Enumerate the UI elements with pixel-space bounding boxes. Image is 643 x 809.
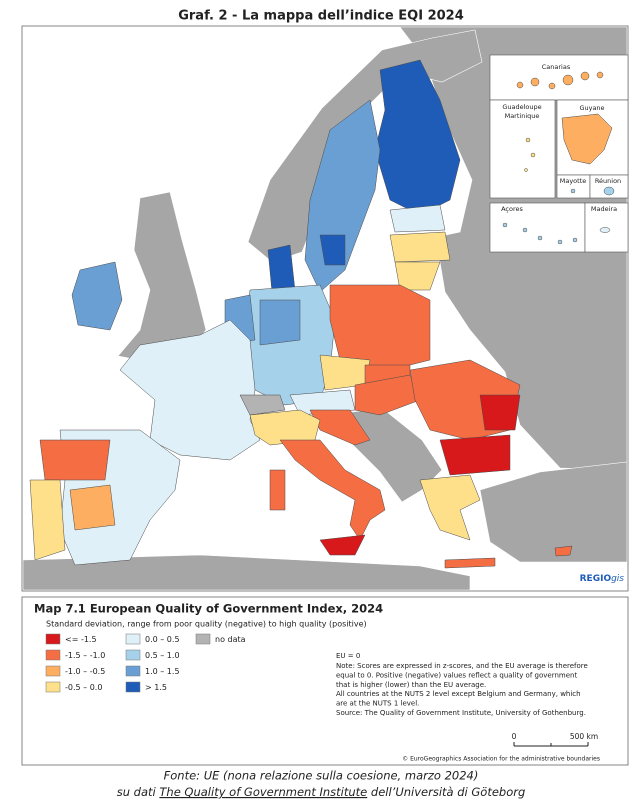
region <box>530 152 536 158</box>
region <box>354 374 421 416</box>
notes: EU = 0 Note: Scores are expressed in z-sc… <box>336 652 588 717</box>
region <box>525 137 531 143</box>
note-line: All countries at the NUTS 2 level except… <box>336 690 581 698</box>
note-line: Note: Scores are expressed in z-scores, … <box>336 662 588 670</box>
logo-italic: gis <box>611 574 624 584</box>
inset-label: Mayotte <box>560 177 587 185</box>
legend-swatch <box>45 681 61 693</box>
source-line: Fonte: UE (nona relazione sulla coesione… <box>164 769 479 783</box>
legend-swatch <box>125 665 141 677</box>
region <box>557 239 563 245</box>
inset-label: Madeira <box>591 205 617 213</box>
legend-swatch <box>45 665 61 677</box>
region <box>279 439 386 541</box>
region <box>502 222 508 228</box>
legend-title: Map 7.1 European Quality of Government I… <box>34 602 383 616</box>
legend-label: 0.5 – 1.0 <box>145 651 180 660</box>
region <box>439 434 511 476</box>
figure-title: Graf. 2 - La mappa dell’indice EQI 2024 <box>178 9 464 24</box>
region <box>580 71 590 81</box>
source-link[interactable]: The Quality of Government Institute <box>159 785 367 799</box>
source-text: dell’Università di Göteborg <box>367 785 525 799</box>
inset-frame <box>489 54 629 101</box>
region <box>516 81 524 89</box>
scale-start: 0 <box>512 732 517 741</box>
legend-swatch <box>45 633 61 645</box>
region <box>389 204 446 233</box>
region <box>572 237 578 243</box>
region <box>530 77 540 87</box>
region <box>570 188 576 194</box>
inset-label: Guadeloupe <box>502 103 541 111</box>
legend-label: > 1.5 <box>145 683 167 692</box>
legend-label: -0.5 – 0.0 <box>65 683 102 692</box>
region <box>394 261 441 291</box>
note-line: Source: The Quality of Government Instit… <box>336 709 586 717</box>
non-eu-land <box>22 554 471 591</box>
region <box>69 484 116 531</box>
region <box>599 227 611 233</box>
region <box>319 534 366 556</box>
region <box>419 474 481 541</box>
scale-bar: 0 500 km <box>512 732 598 747</box>
region <box>522 227 528 233</box>
note-line: are at the NUTS 1 level. <box>336 700 419 708</box>
logo-bold: REGIO <box>580 574 612 584</box>
legend-label: <= -1.5 <box>65 635 97 644</box>
region <box>596 71 604 79</box>
region <box>29 479 66 561</box>
scale-end: 500 km <box>570 732 598 741</box>
region <box>39 439 111 481</box>
legend-label: -1.0 – -0.5 <box>65 667 105 676</box>
region <box>389 231 451 263</box>
region <box>561 113 613 165</box>
legend-swatch <box>125 681 141 693</box>
legend-label: no data <box>215 635 246 644</box>
inset-frame <box>589 174 629 199</box>
region <box>71 261 123 331</box>
region <box>524 168 528 172</box>
legend-swatch <box>45 649 61 661</box>
inset-label: Martinique <box>505 112 540 120</box>
region <box>562 74 574 86</box>
source-text: su dati <box>117 785 160 799</box>
region <box>444 557 496 569</box>
legend-label: 1.0 – 1.5 <box>145 667 180 676</box>
non-eu-land <box>479 461 628 563</box>
legend-swatch <box>195 633 211 645</box>
source-line: su dati The Quality of Government Instit… <box>117 785 526 799</box>
inset-label: Réunion <box>595 177 621 185</box>
logo: REGIOgis <box>580 574 625 584</box>
region <box>267 244 296 293</box>
inset-frame <box>489 99 556 199</box>
region <box>259 299 301 346</box>
region <box>119 319 261 461</box>
region <box>479 394 521 431</box>
legend-frame <box>21 596 629 766</box>
note-line: that is higher (lower) than the EU avera… <box>336 681 486 689</box>
region <box>269 469 286 511</box>
note-line: EU = 0 <box>336 652 360 660</box>
region <box>319 234 346 266</box>
note-line: equal to 0. Positive (negative) values r… <box>336 671 577 679</box>
region <box>554 545 573 557</box>
region <box>603 186 615 196</box>
inset-label: Canarias <box>542 63 571 71</box>
region <box>537 235 543 241</box>
region <box>239 394 286 416</box>
legend-items: <= -1.5 -1.5 – -1.0 -1.0 – -0.5 -0.5 – 0.0 0… <box>45 633 246 693</box>
legend-label: 0.0 – 0.5 <box>145 635 180 644</box>
copyright: © EuroGeographics Association for the ad… <box>402 756 600 763</box>
legend-label: -1.5 – -1.0 <box>65 651 105 660</box>
legend-swatch <box>125 633 141 645</box>
inset-frame <box>489 202 586 253</box>
inset-label: Guyane <box>579 104 604 112</box>
legend-subtitle: Standard deviation, range from poor qual… <box>46 620 367 629</box>
region <box>548 82 556 90</box>
inset-label: Açores <box>501 205 523 213</box>
legend-swatch <box>125 649 141 661</box>
